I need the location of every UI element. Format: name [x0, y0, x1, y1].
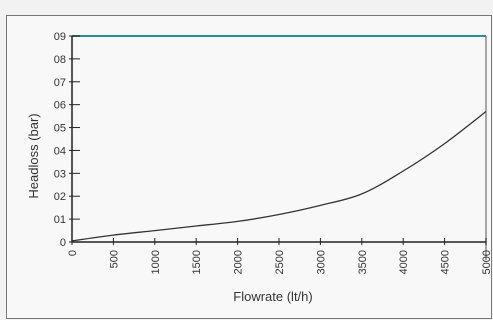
y-axis-title: Headloss (bar) [26, 113, 41, 198]
x-tick-label: 0 [67, 250, 79, 256]
x-tick-label: 500 [108, 250, 120, 268]
x-tick-label: 4000 [398, 250, 410, 274]
x-axis-title: Flowrate (lt/h) [233, 289, 312, 304]
headloss-series-line [71, 110, 487, 242]
x-tick-label: 1000 [150, 250, 162, 274]
y-tick-label: 01 [54, 214, 66, 226]
y-tick-label: 08 [54, 54, 66, 66]
x-tick-label: 5000 [481, 250, 493, 274]
ticks-layer: 0 01 02 03 04 05 06 07 08 09 0 500 1000 1500 2000 2500 3… [54, 31, 493, 274]
axes-layer [71, 35, 487, 260]
x-tick-label: 3500 [357, 250, 369, 274]
y-tick-label: 04 [54, 145, 66, 157]
y-tick-label: 0 [60, 237, 66, 249]
series-layer [71, 110, 487, 242]
y-tick-label: 06 [54, 100, 66, 112]
y-tick-label: 09 [54, 31, 66, 43]
y-tick-label: 03 [54, 168, 66, 180]
x-tick-label: 1500 [191, 250, 203, 274]
x-tick-label: 4500 [440, 250, 452, 274]
y-tick-label: 05 [54, 123, 66, 135]
y-tick-label: 07 [54, 77, 66, 89]
x-tick-label: 2000 [233, 250, 245, 274]
chart-frame [6, 15, 492, 319]
x-tick-label: 2500 [274, 250, 286, 274]
y-tick-label: 02 [54, 191, 66, 203]
x-tick-label: 3000 [315, 250, 327, 274]
